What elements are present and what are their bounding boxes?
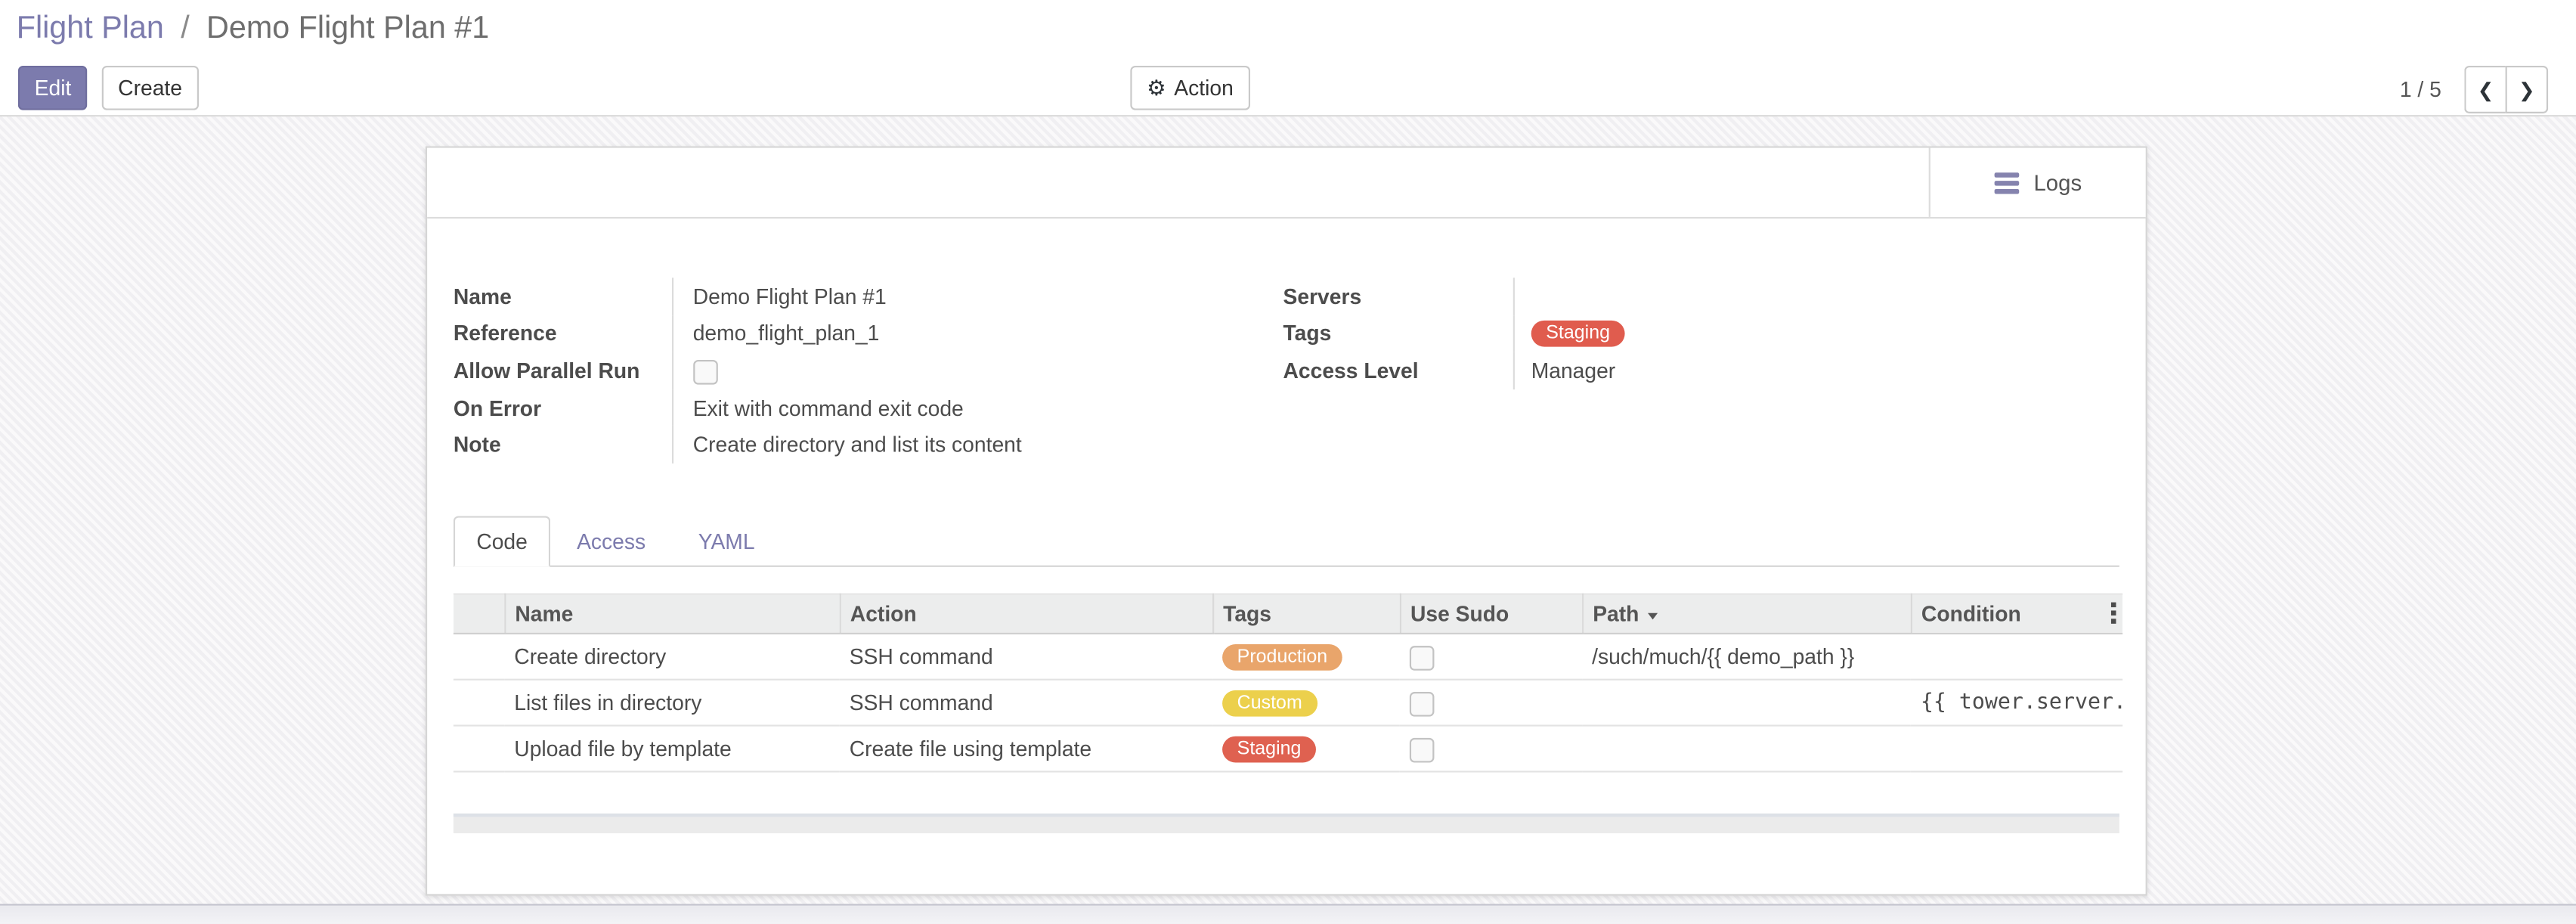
use-sudo-checkbox[interactable] <box>1409 690 1435 716</box>
column-header-tags[interactable]: Tags <box>1212 593 1401 634</box>
table-row[interactable]: Upload file by template Create file usin… <box>453 725 2123 773</box>
column-header-path[interactable]: Path <box>1582 593 1912 634</box>
allow-parallel-run-checkbox[interactable] <box>692 358 718 384</box>
row-handle-cell <box>453 633 505 681</box>
row-action-cell: SSH command <box>839 633 1213 681</box>
reference-field-value: demo_flight_plan_1 <box>671 315 1283 352</box>
notebook-tabs: Code Access YAML <box>453 516 2119 567</box>
tag-staging-row: Staging <box>1222 736 1317 763</box>
edit-button[interactable]: Edit <box>17 65 88 110</box>
horizontal-scrollbar[interactable] <box>453 813 2119 833</box>
row-name-cell: Upload file by template <box>504 725 840 773</box>
action-menu-button[interactable]: ⚙ Action <box>1130 65 1250 110</box>
list-bars-icon <box>1994 172 2019 194</box>
tag-production: Production <box>1222 643 1342 671</box>
control-panel: Flight Plan / Demo Flight Plan #1 Edit C… <box>0 0 2576 117</box>
servers-field-label: Servers <box>1283 284 1362 309</box>
row-name-cell: Create directory <box>504 633 840 681</box>
row-path-cell: /such/much/{{ demo_path }} <box>1582 633 1911 681</box>
pager-previous-button[interactable]: ❮ <box>2464 65 2506 113</box>
breadcrumb-parent-link[interactable]: Flight Plan <box>16 11 164 46</box>
use-sudo-checkbox[interactable] <box>1409 645 1435 670</box>
field-group-left: Name Demo Flight Plan #1 Reference demo_… <box>454 278 1283 464</box>
chevron-right-icon: ❯ <box>2518 78 2535 101</box>
pager-value: 1 / 5 <box>2399 77 2441 102</box>
row-handle-cell <box>453 725 505 773</box>
tag-custom: Custom <box>1222 690 1317 717</box>
logs-button-label: Logs <box>2033 169 2082 195</box>
action-button-label: Action <box>1174 75 1234 101</box>
row-action-cell: Create file using template <box>839 725 1213 773</box>
note-field-value: Create directory and list its content <box>671 426 1283 464</box>
tag-staging[interactable]: Staging <box>1531 321 1625 348</box>
servers-field-value <box>1512 278 2115 315</box>
field-groups: Name Demo Flight Plan #1 Reference demo_… <box>454 278 2119 464</box>
sort-desc-icon <box>1647 612 1658 619</box>
row-condition-cell <box>1910 633 2123 681</box>
reference-field-label: Reference <box>453 321 557 346</box>
form-view-background: Logs Name Demo Flight Plan #1 Reference <box>0 116 2576 924</box>
logs-stat-button[interactable]: Logs <box>1928 147 2146 217</box>
form-card-header: Logs <box>427 147 2146 219</box>
note-field-label: Note <box>453 433 501 457</box>
commands-table: Name Action Tags Use Sudo Path Condition <box>453 593 2123 773</box>
gear-icon: ⚙ <box>1147 75 1166 101</box>
column-handle <box>453 593 506 634</box>
use-sudo-checkbox[interactable] <box>1409 736 1435 762</box>
breadcrumb: Flight Plan / Demo Flight Plan #1 <box>17 11 489 48</box>
tab-code[interactable]: Code <box>453 516 551 567</box>
row-name-cell: List files in directory <box>504 679 840 727</box>
field-group-right: Servers Tags Staging Access Level Manage… <box>1283 278 2115 389</box>
create-button[interactable]: Create <box>101 65 199 110</box>
tab-access[interactable]: Access <box>577 529 646 554</box>
breadcrumb-separator: / <box>181 11 190 46</box>
column-header-use-sudo[interactable]: Use Sudo <box>1399 593 1584 634</box>
access-level-field-label: Access Level <box>1283 358 1419 383</box>
column-header-name[interactable]: Name <box>504 593 841 634</box>
row-condition-cell: {{ tower.server.st <box>1910 679 2123 727</box>
column-header-condition[interactable]: Condition <box>1910 593 2123 634</box>
row-action-cell: SSH command <box>839 679 1213 727</box>
column-header-action[interactable]: Action <box>839 593 1214 634</box>
record-pager: 1 / 5 ❮ ❯ <box>2399 65 2549 113</box>
row-path-cell <box>1582 679 1911 727</box>
table-header-row: Name Action Tags Use Sudo Path Condition <box>453 593 2123 634</box>
optional-columns-kebab-icon[interactable] <box>2110 603 2116 625</box>
row-handle-cell <box>453 679 505 727</box>
allow-parallel-run-label: Allow Parallel Run <box>453 358 640 383</box>
tab-yaml[interactable]: YAML <box>698 529 755 554</box>
form-card: Logs Name Demo Flight Plan #1 Reference <box>425 146 2147 896</box>
on-error-field-label: On Error <box>453 395 542 420</box>
row-condition-cell <box>1910 725 2123 773</box>
row-path-cell <box>1582 725 1911 773</box>
on-error-field-value: Exit with command exit code <box>671 389 1283 426</box>
table-row[interactable]: List files in directory SSH command Cust… <box>453 679 2123 727</box>
breadcrumb-current: Demo Flight Plan #1 <box>206 11 490 46</box>
pager-next-button[interactable]: ❯ <box>2505 65 2549 113</box>
chevron-left-icon: ❮ <box>2477 78 2494 101</box>
table-row[interactable]: Create directory SSH command Production … <box>453 633 2123 681</box>
name-field-label: Name <box>453 284 512 309</box>
tags-field-label: Tags <box>1283 321 1332 346</box>
access-level-field-value: Manager <box>1512 352 2115 389</box>
form-buttons: Edit Create <box>17 65 199 110</box>
page-bottom-strip <box>0 904 2576 924</box>
form-sheet: Name Demo Flight Plan #1 Reference demo_… <box>427 219 2145 833</box>
name-field-value: Demo Flight Plan #1 <box>671 278 1283 315</box>
